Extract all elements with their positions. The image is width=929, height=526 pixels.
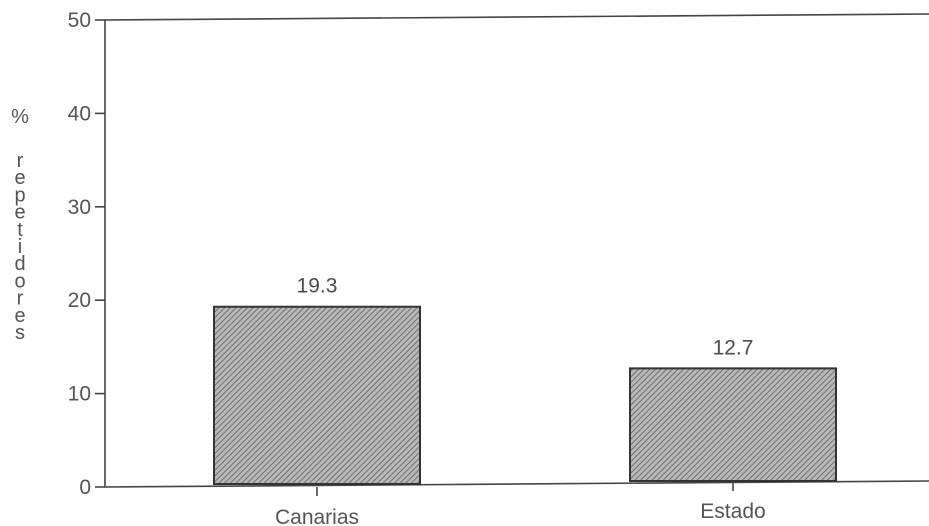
x-tick-label-canarias: Canarias: [275, 506, 359, 526]
y-tick-label-3: 30: [68, 196, 91, 219]
y-label-char-5: i: [18, 236, 22, 258]
y-label-char-6: d: [14, 253, 25, 275]
x-axis-line: [104, 480, 929, 488]
y-tick-label-1: 10: [68, 383, 91, 406]
y-label-char-9: e: [14, 305, 25, 327]
y-label-char-2: p: [14, 184, 25, 206]
x-tick-label-estado: Estado: [700, 500, 765, 523]
bar-canarias: [213, 305, 421, 485]
data-label-estado: 12.7: [713, 336, 754, 359]
y-tick-label-2: 20: [68, 289, 91, 312]
y-label-percent: %: [11, 106, 29, 128]
y-ticks: 0 10 20 30 40 50: [68, 9, 105, 499]
y-label-char-8: r: [17, 288, 24, 310]
y-label-char-4: t: [17, 219, 23, 241]
y-label-char-1: e: [14, 167, 25, 189]
y-label-char-7: o: [14, 270, 25, 292]
y-tick-label-0: 0: [79, 476, 91, 499]
top-frame-line: [104, 13, 929, 21]
bars: 19.3 12.7: [213, 275, 837, 485]
data-label-canarias: 19.3: [297, 275, 338, 298]
y-label-char-3: e: [14, 202, 25, 224]
bar-estado: [629, 367, 837, 482]
y-label-char-0: r: [17, 150, 24, 172]
y-tick-label-5: 50: [68, 9, 91, 32]
x-ticks: Canarias Estado: [275, 482, 766, 526]
y-label-char-10: s: [15, 322, 25, 344]
y-tick-label-4: 40: [68, 102, 91, 125]
